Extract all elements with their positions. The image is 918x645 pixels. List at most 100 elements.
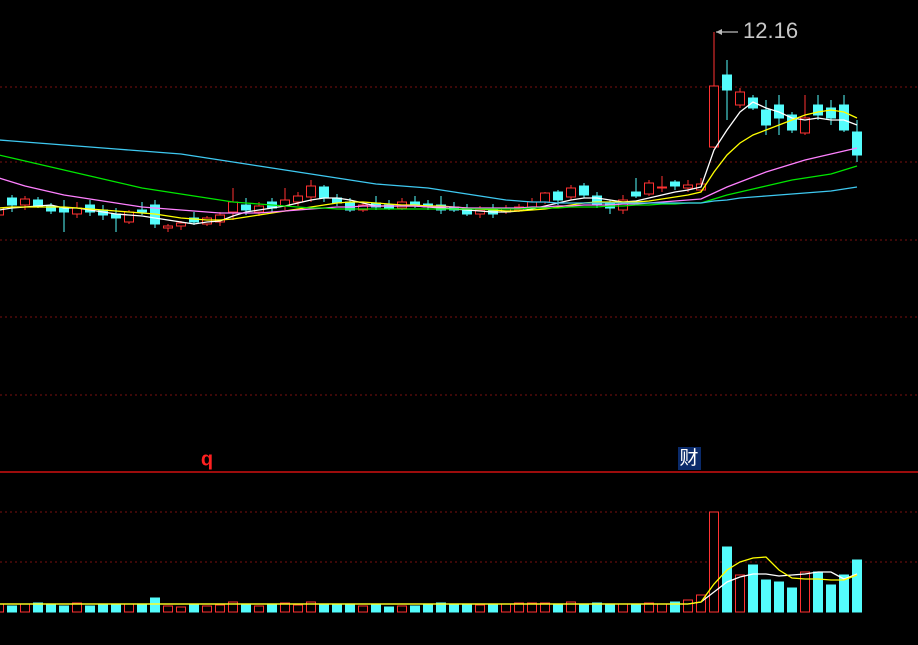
candle-body [826,107,836,119]
volume-bar [774,581,784,613]
volume-bar [696,594,706,613]
volume-bar [826,584,836,613]
volume-bar [98,603,108,613]
candle-body [0,207,4,216]
volume-bar [189,604,199,613]
volume-bar [709,511,719,613]
candle-body [228,201,238,213]
volume-bar [371,604,381,613]
candle-body [683,184,693,189]
volume-bar [722,546,732,613]
candle-body [202,217,212,225]
candle-body [748,97,758,109]
volume-bar [800,571,810,613]
volume-bar [410,605,420,613]
candle-body [592,195,602,205]
candle-body [358,204,368,211]
candle-body [176,222,186,227]
volume-bar [813,571,823,613]
volume-bar [566,601,576,613]
volume-bar [384,606,394,613]
candle-body [33,199,43,207]
volume-bar [137,604,147,613]
candle-body [566,187,576,198]
volume-bar [449,603,459,613]
volume-bar [787,587,797,613]
volume-bar [735,574,745,613]
volume-bar [0,603,4,613]
annotation: 12.16 [743,18,798,43]
volume-bar [423,604,433,613]
candle-body [20,198,30,206]
volume-bar [332,604,342,613]
volume-bar [605,603,615,613]
volume-bar [33,602,43,613]
candle-body [852,131,862,156]
volume-bar [202,605,212,613]
volume-bar [20,603,30,613]
volume-bar [176,606,186,613]
volume-bar [397,605,407,613]
volume-bar [748,564,758,613]
volume-bar [618,603,628,613]
candle-body [293,195,303,203]
candle-body [735,91,745,106]
volume-bar [241,603,251,613]
volume-bar [306,601,316,613]
candle-body [579,185,589,196]
volume-bar [345,603,355,613]
volume-bar [59,605,69,613]
volume-bar [670,601,680,613]
volume-bar [514,602,524,613]
volume-bar [7,605,17,613]
volume-bar [293,604,303,613]
volume-bar [540,602,550,613]
volume-bar [319,603,329,613]
candle-body [46,205,56,212]
volume-bar [553,603,563,613]
ma-line [0,147,858,214]
candle-body [163,225,173,229]
volume-bar [85,605,95,613]
candle-body [124,211,134,223]
volume-bar [683,599,693,613]
volume-bar [72,602,82,613]
candle-body [306,185,316,198]
volume-bar [488,603,498,613]
volume-bar [644,602,654,613]
ma-line [0,109,858,221]
candle-body [553,191,563,201]
volume-bar [657,603,667,613]
ma-line [0,139,858,204]
candle-body [761,109,771,126]
volume-bar [280,602,290,613]
candle-body [644,182,654,195]
candle-body [839,104,849,131]
candle-body [137,209,147,213]
volume-bar [436,602,446,613]
volume-bar [839,574,849,613]
candle-body [787,114,797,131]
volume-bar [254,605,264,613]
candle-body [709,85,719,148]
candle-body [475,209,485,215]
volume-bar [852,559,862,613]
annotation-arrowhead [716,29,722,35]
marker-q: q [201,448,213,470]
volume-bar [163,605,173,613]
volume-bar [215,604,225,613]
candle-body [189,217,199,223]
marker-box [678,447,701,470]
candle-body [670,181,680,187]
volume-bar [228,601,238,613]
volume-bar [527,602,537,613]
candle-body [319,186,329,199]
candle-body [800,117,810,134]
candle-body [722,74,732,91]
volume-bar [761,579,771,613]
volume-bar [46,604,56,613]
candle-body [540,192,550,203]
marker-cai: 财 [679,447,698,469]
